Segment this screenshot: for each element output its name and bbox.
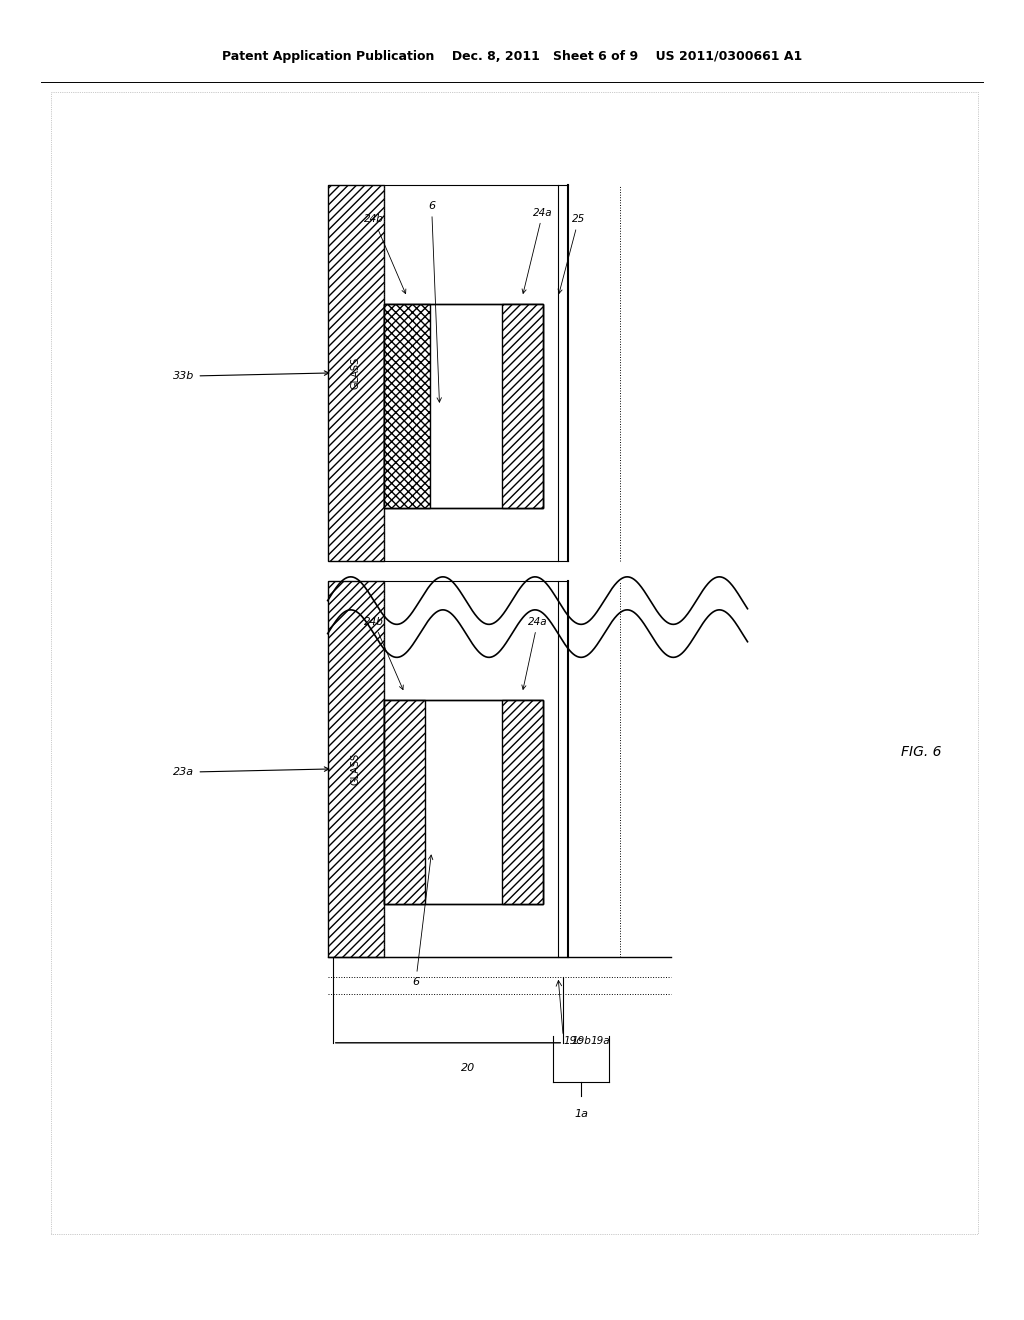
Text: 25: 25 (558, 214, 585, 293)
Bar (384, 304, 543, 508)
Text: 1a: 1a (574, 1109, 588, 1119)
Bar (384, 700, 543, 904)
Text: 19a: 19a (591, 1036, 610, 1047)
Bar (384, 304, 543, 508)
Text: 24a: 24a (522, 207, 553, 293)
Text: 20: 20 (462, 1063, 475, 1073)
Bar (502, 700, 543, 904)
Bar (384, 304, 430, 508)
Bar (384, 304, 430, 508)
Text: 24b: 24b (364, 616, 403, 689)
Bar (328, 581, 384, 957)
Text: FIG. 6: FIG. 6 (901, 746, 942, 759)
Text: 6: 6 (413, 855, 433, 987)
Text: 24b: 24b (364, 214, 406, 293)
Bar (328, 581, 384, 957)
Bar (384, 700, 425, 904)
Bar (502, 304, 543, 508)
Text: GLASS: GLASS (351, 752, 360, 785)
Bar (384, 700, 543, 904)
Text: 19b: 19b (571, 1036, 591, 1047)
Text: 23a: 23a (173, 767, 329, 777)
Bar (328, 185, 384, 561)
Bar (51, 92, 978, 1234)
Bar (384, 581, 558, 957)
Text: GLASS: GLASS (351, 356, 360, 389)
Bar (384, 700, 425, 904)
Bar (502, 700, 543, 904)
Text: 24a: 24a (522, 616, 548, 689)
Text: 33b: 33b (173, 371, 329, 381)
Text: 6: 6 (428, 201, 441, 403)
Bar (328, 185, 384, 561)
Text: 19c: 19c (563, 1036, 583, 1047)
Text: Patent Application Publication    Dec. 8, 2011   Sheet 6 of 9    US 2011/0300661: Patent Application Publication Dec. 8, 2… (222, 50, 802, 63)
Bar (502, 304, 543, 508)
Bar (384, 185, 558, 561)
